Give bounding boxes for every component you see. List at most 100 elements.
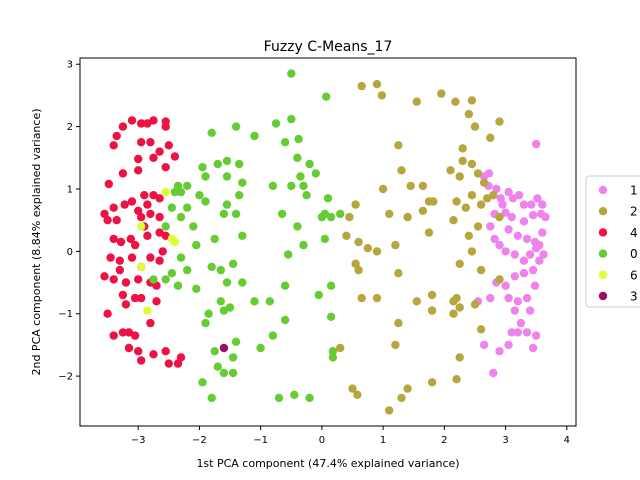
data-point-series-4: [155, 212, 164, 222]
x-tick-label: −2: [192, 435, 207, 446]
data-point-series-0: [161, 222, 170, 231]
data-point-series-4: [146, 253, 155, 262]
data-point-series-1: [525, 250, 535, 259]
data-point-series-2: [473, 222, 483, 231]
data-point-series-2: [455, 172, 464, 181]
data-point-series-0: [287, 69, 296, 78]
data-point-series-4: [124, 343, 134, 353]
data-point-series-0: [228, 259, 238, 268]
data-point-series-0: [183, 203, 192, 212]
data-point-series-4: [146, 318, 155, 328]
data-point-series-0: [228, 353, 238, 362]
data-point-series-0: [326, 281, 336, 290]
data-point-series-2: [424, 228, 434, 237]
data-point-series-1: [496, 194, 505, 203]
data-point-series-1: [501, 208, 510, 217]
data-point-series-1: [510, 306, 519, 315]
data-point-series-1: [541, 212, 550, 222]
data-point-series-4: [146, 138, 155, 147]
data-point-series-0: [216, 297, 225, 306]
data-point-series-1: [533, 194, 542, 203]
data-point-series-1: [528, 265, 538, 275]
data-point-series-4: [103, 216, 112, 225]
data-point-series-1: [486, 293, 495, 303]
data-point-series-1: [535, 240, 544, 250]
data-point-series-4: [134, 154, 143, 164]
y-tick-label: 1: [67, 184, 73, 195]
y-tick-label: −2: [58, 372, 73, 383]
data-point-series-6: [137, 262, 146, 272]
data-point-series-0: [299, 181, 308, 191]
data-point-series-0: [167, 203, 177, 212]
x-axis: −3 −2 −1 0 1 2 3 4: [131, 426, 570, 446]
data-point-series-0: [192, 284, 201, 293]
data-point-series-4: [149, 116, 158, 125]
data-point-series-0: [161, 275, 170, 284]
data-point-series-1: [522, 234, 532, 244]
data-point-series-0: [238, 231, 247, 240]
data-point-series-0: [287, 114, 296, 124]
legend-label-0: 0: [630, 247, 638, 261]
data-point-series-1: [498, 200, 507, 209]
data-point-series-0: [238, 178, 247, 187]
data-point-series-0: [170, 187, 180, 197]
data-point-series-1: [516, 318, 526, 328]
data-point-series-2: [458, 144, 467, 153]
data-point-series-1: [539, 250, 548, 259]
data-point-series-0: [235, 191, 244, 200]
data-point-series-2: [391, 240, 400, 250]
legend-marker-0: [598, 249, 608, 258]
data-point-series-4: [126, 234, 135, 244]
data-point-series-4: [130, 293, 140, 303]
data-point-series-0: [271, 119, 281, 128]
data-point-series-0: [265, 297, 274, 306]
data-point-series-2: [452, 197, 461, 206]
data-point-series-0: [183, 265, 192, 275]
data-point-series-1: [489, 368, 498, 378]
legend-marker-4: [598, 228, 608, 237]
data-point-series-4: [134, 347, 143, 356]
data-point-series-2: [476, 265, 486, 275]
data-point-series-0: [192, 240, 201, 250]
data-point-series-2: [446, 166, 455, 175]
data-point-series-6: [137, 222, 146, 231]
data-point-series-0: [195, 191, 204, 200]
data-point-series-4: [115, 256, 125, 265]
data-point-series-0: [207, 262, 216, 272]
data-point-series-4: [134, 275, 143, 284]
data-point-series-1: [535, 256, 544, 265]
data-point-series-4: [121, 278, 131, 287]
data-point-series-2: [455, 303, 464, 312]
data-point-series-1: [507, 212, 516, 222]
data-point-series-0: [219, 306, 229, 315]
data-point-series-4: [118, 290, 128, 300]
data-point-series-4: [149, 350, 158, 359]
data-point-series-1: [532, 331, 541, 340]
data-point-series-0: [231, 337, 241, 346]
data-point-series-2: [449, 309, 458, 318]
data-point-series-2: [342, 231, 351, 240]
data-point-series-2: [479, 178, 489, 187]
data-point-series-4: [130, 240, 140, 250]
data-point-series-0: [176, 253, 186, 262]
data-point-series-0: [201, 172, 210, 181]
data-point-series-2: [397, 166, 406, 175]
points-layer: [100, 69, 550, 415]
data-point-series-6: [170, 237, 180, 247]
data-point-series-1: [527, 200, 536, 209]
data-point-series-2: [495, 275, 504, 284]
data-point-series-4: [155, 256, 164, 265]
data-point-series-4: [118, 122, 128, 131]
data-point-series-2: [378, 184, 388, 194]
data-point-series-2: [495, 212, 504, 222]
data-point-series-0: [293, 153, 302, 162]
data-point-series-4: [134, 166, 143, 175]
y-tick-label: 0: [67, 247, 73, 258]
data-point-series-2: [372, 293, 382, 303]
data-point-series-0: [222, 200, 232, 209]
data-point-series-4: [109, 234, 118, 244]
data-point-series-4: [137, 138, 146, 147]
data-point-series-2: [467, 191, 477, 200]
data-point-series-2: [372, 247, 382, 256]
data-point-series-4: [143, 231, 152, 240]
